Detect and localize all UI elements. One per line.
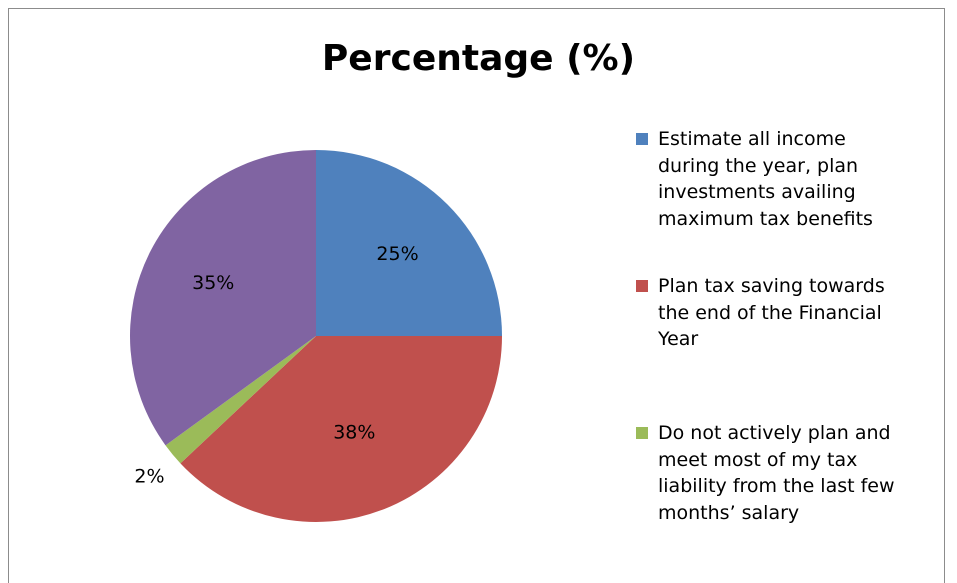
pie-data-labels: 25% 38% 2% 35% [134, 243, 418, 487]
legend-label: Do not actively plan and meet most of my… [658, 422, 895, 524]
pie-data-label: 38% [333, 421, 375, 443]
legend-swatch [636, 427, 648, 439]
legend-swatch [636, 133, 648, 145]
pie-slice [316, 150, 502, 336]
pie-slice [165, 336, 316, 464]
pie-data-label: 2% [134, 465, 164, 487]
pie-slice [180, 336, 502, 522]
pie-data-label: 35% [192, 272, 234, 294]
pie-data-label: 25% [376, 243, 418, 265]
pie-slice [130, 150, 316, 446]
pie-slices [130, 150, 502, 522]
legend-label: Estimate all income during the year, pla… [658, 128, 873, 230]
legend-label: Plan tax saving towards the end of the F… [658, 275, 885, 351]
legend-swatch [636, 280, 648, 292]
chart-title: Percentage (%) [321, 38, 636, 79]
